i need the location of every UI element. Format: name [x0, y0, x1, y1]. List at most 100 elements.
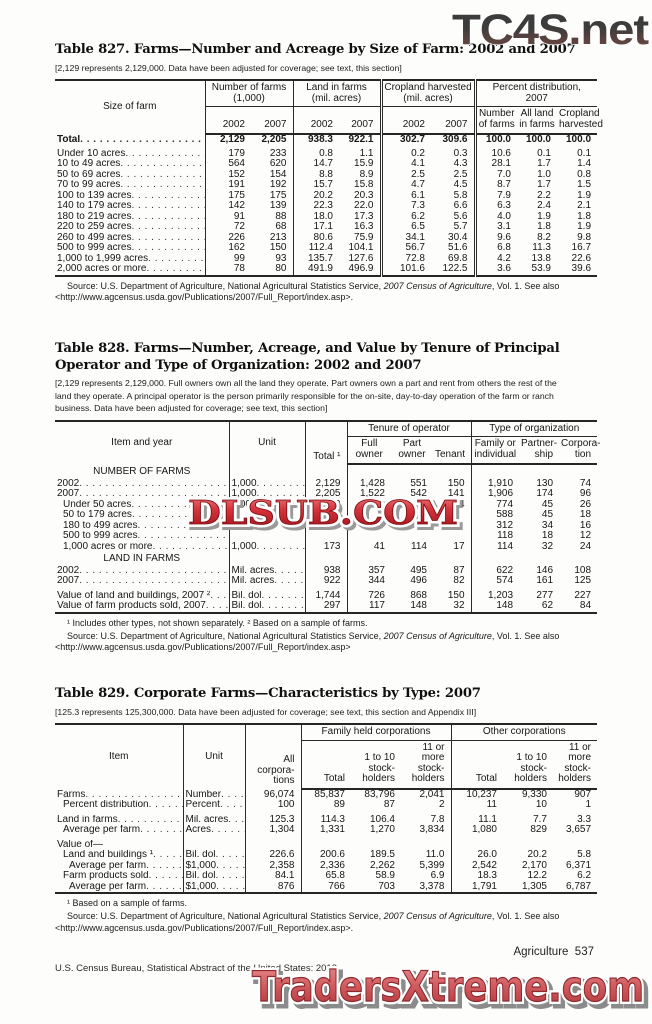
table-cell: 56.7	[379, 243, 431, 254]
row-label-wrap: Value of land and buildings, 2007 ²	[55, 591, 229, 602]
row-label-cell: Average per farm	[55, 861, 183, 872]
row-label-cell: Percent	[182, 800, 245, 811]
note-line: land they operate. A principal operator …	[55, 390, 554, 401]
table-cell: 85,837	[300, 788, 351, 801]
table-829-grid: Item Unit All corpora- tions Family held co…	[55, 723, 598, 895]
table-cell: 150	[269, 243, 287, 254]
row-label-wrap: Under 50 acres	[55, 500, 229, 511]
table-cell: 0.8	[577, 169, 592, 180]
row-label: 180 to 219 acres	[57, 211, 132, 222]
table-cell: 7.7	[533, 813, 547, 825]
table-row: 500 to 999 acres 162 150 112.4 104.1 56.7 51.6…	[55, 243, 597, 254]
row-label-wrap: 1,000	[230, 500, 305, 511]
row-label-wrap: 100 to 139 acres	[55, 191, 205, 202]
table-cell: 357	[346, 565, 391, 577]
table-body: Total 2,129 2,205 938.3 922.1 302.7 309.6 100.0…	[55, 134, 597, 276]
column-header: Part owner	[391, 436, 433, 466]
table-cell: 1.9	[577, 222, 592, 233]
table-cell: 551	[410, 478, 427, 489]
row-label-cell: 180 to 219 acres	[55, 212, 205, 223]
row-label-wrap: 70 to 99 acres	[55, 180, 205, 191]
table-cell: 117	[346, 601, 391, 613]
table-cell: 18	[541, 531, 554, 542]
row-label: Average per farm	[69, 881, 147, 892]
table-829-note: [125.3 represents 125,300,000. Data have…	[55, 706, 477, 717]
table-827-section: Table 827. Farms—Number and Acreage by S…	[55, 42, 603, 304]
table-cell	[304, 464, 347, 479]
table-cell	[470, 464, 520, 479]
column-group-header: Cropland harvested (mil. acres)	[379, 80, 475, 108]
table-cell: 6.2	[577, 871, 592, 882]
table-cell: 2.1	[577, 201, 592, 212]
table-cell: 72	[204, 222, 251, 233]
row-label-wrap: Farm products sold	[55, 871, 183, 882]
table-cell: 44	[453, 499, 465, 510]
table-cell: 6,371	[565, 860, 592, 871]
table-row: Value of farm products sold, 2007 Bil. do…	[55, 601, 597, 613]
row-label-cell: $1,000	[182, 881, 245, 894]
row-label: Farms	[57, 789, 86, 800]
row-label: Land in farms	[57, 814, 118, 825]
column-group-header: Land in farms (mil. acres)	[292, 80, 381, 108]
leader-dots	[125, 149, 204, 160]
table-cell: 15.8	[354, 180, 374, 191]
source-publication: 2007 Census of Agriculture	[383, 630, 492, 641]
table-cell	[346, 464, 391, 479]
table-cell: 192	[269, 180, 287, 191]
row-label-cell: 140 to 179 acres	[55, 201, 205, 212]
row-label-cell: Under 50 acres	[55, 500, 229, 511]
table-cell: 491.9	[292, 264, 339, 276]
table-cell: 72.8	[379, 253, 431, 265]
source-text: , Vol. 1. See also	[491, 910, 560, 921]
row-label-wrap: 500 to 999 acres	[55, 243, 205, 254]
row-label-wrap: 50 to 179 acres	[55, 510, 229, 521]
section-row: NUMBER OF FARMS	[55, 464, 597, 479]
row-label-cell: 50 to 69 acres	[55, 170, 205, 181]
table-cell: 28.1	[473, 159, 517, 170]
row-label-wrap: 1,000	[230, 489, 305, 500]
table-cell: 6.1	[379, 190, 431, 202]
table-cell: 3.6	[473, 264, 517, 276]
table-cell: 83,796	[364, 788, 395, 800]
source-text: , Vol. 1. See also	[491, 280, 560, 291]
table-cell: 0.3	[453, 148, 468, 159]
row-label: 260 to 499 acres	[57, 232, 132, 243]
unit-cell	[228, 510, 305, 521]
row-label-wrap: Value of—	[55, 840, 183, 851]
leader-dots	[120, 180, 204, 191]
table-cell: 7.3	[379, 201, 431, 212]
table-cell: 32	[541, 541, 554, 552]
table-cell: 10,237	[450, 788, 503, 801]
table-cell: 5.8	[453, 190, 468, 201]
table-cell: 17	[453, 541, 465, 552]
leader-dots	[79, 576, 228, 587]
table-cell: 100	[244, 800, 301, 811]
leader-dots	[216, 850, 245, 861]
row-label: Mil. acres	[231, 576, 275, 587]
column-header: All land in farms	[517, 106, 557, 136]
row-label: 500 to 999 acres	[63, 531, 138, 542]
leader-dots	[257, 542, 305, 553]
table-cell: 4.2	[473, 253, 517, 265]
table-cell: 3.1	[473, 222, 517, 233]
table-cell: 200.6	[300, 850, 351, 861]
table-cell: 0.2	[379, 148, 431, 160]
table-cell: 69.8	[448, 253, 468, 264]
table-cell: 703	[378, 881, 395, 892]
table-cell: 100.0	[565, 134, 592, 146]
leader-dots	[79, 479, 228, 490]
table-cell: 302.7	[379, 134, 431, 149]
table-cell: 41	[346, 541, 391, 553]
header-group-row: Item Unit All corpora- tions Family held co…	[55, 724, 598, 789]
leader-dots	[79, 489, 228, 500]
row-label-cell: Acres	[182, 825, 245, 836]
row-label: Value of land and buildings, 2007 ²	[57, 590, 211, 601]
table-cell: 6.2	[379, 211, 431, 223]
leader-dots	[79, 566, 228, 577]
table-cell: 18	[579, 510, 592, 521]
row-label-wrap: 180 to 219 acres	[55, 212, 205, 223]
